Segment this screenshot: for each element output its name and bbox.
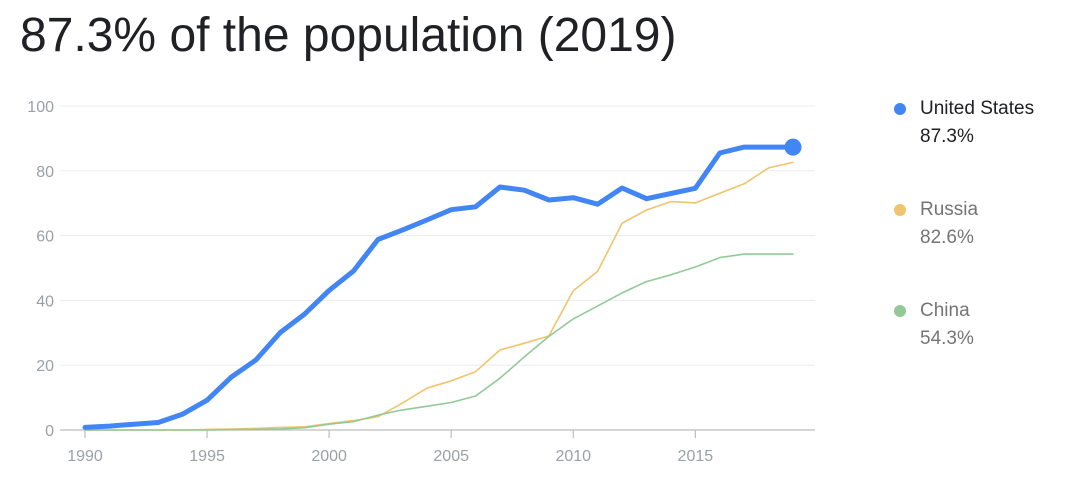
legend-swatch	[894, 204, 906, 216]
legend-swatch	[894, 103, 906, 115]
y-tick-label: 40	[36, 293, 54, 310]
legend-swatch	[894, 305, 906, 317]
legend-series-value: 87.3%	[920, 126, 974, 147]
axes: 0 20 40 60 80 100 1990 1995 2000 2005 2010 2015	[27, 99, 815, 465]
series-lines	[82, 144, 796, 431]
grid-lines	[60, 105, 815, 366]
y-tick-label: 60	[36, 229, 54, 246]
y-tick-label: 100	[27, 99, 54, 116]
series-line-china	[84, 253, 794, 431]
x-tick-label: 2000	[311, 448, 347, 465]
legend-series-value: 82.6%	[920, 227, 974, 248]
legend-series-name: China	[920, 300, 970, 321]
end-markers	[784, 138, 802, 156]
y-tick-label: 0	[45, 423, 54, 440]
x-tick-label: 2010	[555, 448, 591, 465]
y-tick-label: 80	[36, 164, 54, 181]
x-tick-label: 1995	[189, 448, 225, 465]
series-end-marker-united-states	[784, 138, 802, 156]
y-tick-label: 20	[36, 358, 54, 375]
series-line-united-states	[82, 144, 796, 430]
legend-series-name: United States	[920, 98, 1035, 119]
x-tick-label: 2015	[678, 448, 714, 465]
x-tick-label: 1990	[67, 448, 103, 465]
series-line-russia	[84, 161, 794, 431]
x-tick-label: 2005	[433, 448, 469, 465]
chart-title: 87.3% of the population (2019)	[20, 9, 677, 62]
legend-series-name: Russia	[920, 199, 979, 220]
legend-series-value: 54.3%	[920, 328, 974, 349]
